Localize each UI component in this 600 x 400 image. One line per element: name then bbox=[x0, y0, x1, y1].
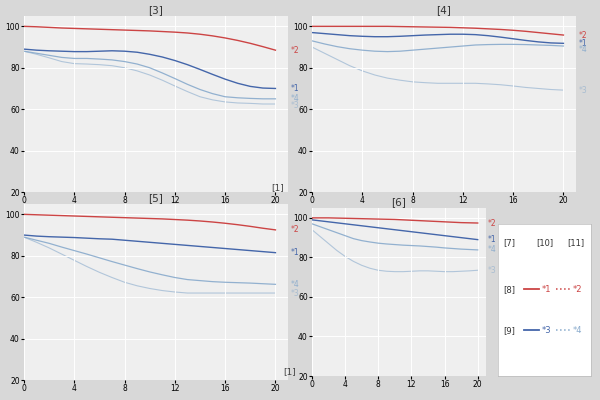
Text: [11]: [11] bbox=[568, 238, 584, 247]
Text: *2: *2 bbox=[290, 46, 299, 55]
Text: [2]: [2] bbox=[437, 224, 451, 233]
Text: *1: *1 bbox=[290, 84, 299, 93]
Text: *3: *3 bbox=[542, 326, 551, 335]
Title: [4]: [4] bbox=[437, 5, 451, 15]
Text: *4: *4 bbox=[573, 326, 583, 335]
Title: [6]: [6] bbox=[392, 197, 406, 207]
Text: *4: *4 bbox=[578, 45, 587, 54]
Text: [9]: [9] bbox=[503, 326, 515, 335]
Text: *2: *2 bbox=[578, 30, 587, 40]
Text: [10]: [10] bbox=[536, 238, 553, 247]
Text: *3: *3 bbox=[488, 266, 496, 275]
Text: *1: *1 bbox=[542, 285, 551, 294]
Text: *2: *2 bbox=[488, 218, 496, 228]
Text: *1: *1 bbox=[488, 235, 496, 244]
Title: [5]: [5] bbox=[149, 193, 163, 203]
Text: [1]: [1] bbox=[283, 367, 296, 376]
Text: *4: *4 bbox=[290, 94, 299, 103]
Text: [7]: [7] bbox=[503, 238, 515, 247]
Title: [3]: [3] bbox=[149, 5, 163, 15]
Text: *3: *3 bbox=[578, 86, 587, 95]
Text: [2]: [2] bbox=[149, 224, 163, 233]
Text: *2: *2 bbox=[573, 285, 583, 294]
Text: *1: *1 bbox=[290, 248, 299, 257]
Text: *1: *1 bbox=[578, 39, 587, 48]
Text: *2: *2 bbox=[290, 225, 299, 234]
Text: *3: *3 bbox=[290, 288, 299, 298]
Text: *4: *4 bbox=[488, 246, 496, 254]
Text: [8]: [8] bbox=[503, 285, 515, 294]
Text: *4: *4 bbox=[290, 280, 299, 289]
Text: *3: *3 bbox=[290, 100, 299, 110]
Text: [1]: [1] bbox=[271, 183, 284, 192]
